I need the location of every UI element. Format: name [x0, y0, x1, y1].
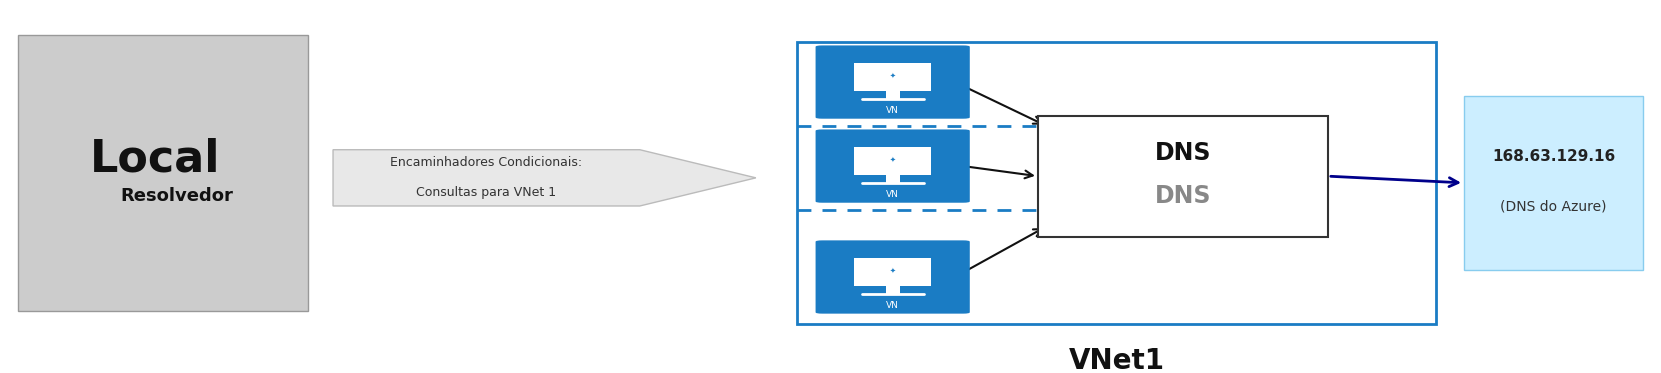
Polygon shape	[334, 150, 756, 206]
Text: VN: VN	[887, 106, 899, 115]
FancyBboxPatch shape	[816, 46, 970, 119]
Text: Local: Local	[90, 138, 219, 181]
Text: DNS: DNS	[1154, 141, 1211, 164]
FancyBboxPatch shape	[18, 35, 309, 311]
Text: (DNS do Azure): (DNS do Azure)	[1500, 200, 1606, 213]
FancyBboxPatch shape	[885, 175, 900, 183]
Text: Encaminhadores Condicionais:: Encaminhadores Condicionais:	[390, 156, 583, 169]
FancyBboxPatch shape	[816, 129, 970, 203]
FancyBboxPatch shape	[885, 91, 900, 99]
FancyBboxPatch shape	[816, 240, 970, 314]
Text: 168.63.129.16: 168.63.129.16	[1492, 148, 1614, 163]
Text: VNet1: VNet1	[1068, 347, 1164, 373]
FancyBboxPatch shape	[854, 258, 930, 286]
FancyBboxPatch shape	[854, 63, 930, 91]
FancyBboxPatch shape	[1038, 116, 1327, 237]
FancyBboxPatch shape	[854, 147, 930, 175]
Text: VN: VN	[887, 190, 899, 199]
FancyBboxPatch shape	[885, 285, 900, 294]
FancyBboxPatch shape	[1463, 95, 1643, 270]
Text: DNS: DNS	[1154, 184, 1211, 209]
Text: ✦: ✦	[890, 73, 895, 79]
Text: Consultas para VNet 1: Consultas para VNet 1	[417, 186, 556, 200]
Text: VN: VN	[887, 301, 899, 310]
Text: ✦: ✦	[890, 268, 895, 274]
Text: Resolvedor: Resolvedor	[120, 187, 233, 206]
Text: ✦: ✦	[890, 157, 895, 163]
